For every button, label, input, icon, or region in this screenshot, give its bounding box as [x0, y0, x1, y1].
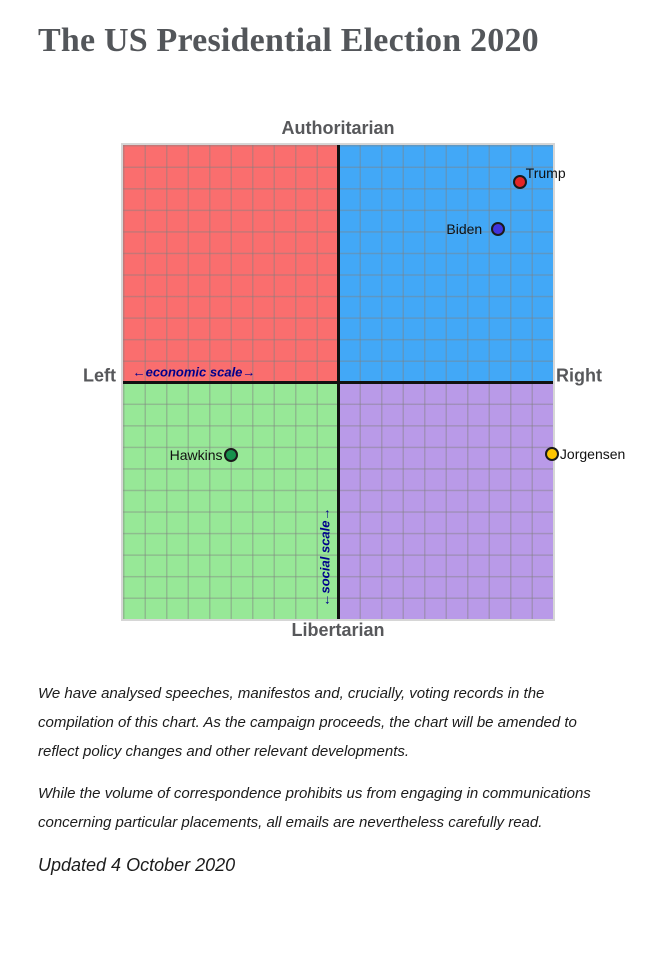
data-point-label-hawkins: Hawkins: [169, 447, 223, 464]
data-point-hawkins: [223, 448, 238, 463]
axis-label-left: Left: [83, 365, 116, 386]
axis-label-right: Right: [556, 365, 602, 386]
quadrant-libertarian-right: [338, 382, 553, 619]
axis-label-libertarian: Libertarian: [291, 620, 385, 640]
data-point-label-trump: Trump: [525, 164, 566, 181]
economic-scale-label: ←economic scale→: [132, 364, 256, 380]
analysis-paragraph-1: We have analysed speeches, manifestos an…: [38, 685, 577, 760]
plot-area: ←economic scale→ ←social scale→ Trump Bid…: [121, 143, 625, 621]
data-point-label-biden: Biden: [446, 221, 483, 238]
analysis-paragraph-2: While the volume of correspondence prohi…: [38, 785, 591, 831]
data-point-label-jorgensen: Jorgensen: [559, 446, 626, 463]
political-compass-chart: Authoritarian Left Right Libertarian ←ec…: [0, 112, 653, 652]
updated-date: Updated 4 October 2020: [38, 855, 236, 875]
axis-label-authoritarian: Authoritarian: [281, 118, 395, 138]
social-scale-label: ←social scale→: [317, 507, 333, 607]
page-title: The US Presidential Election 2020: [38, 22, 539, 59]
quadrant-libertarian-left: [123, 382, 338, 619]
quadrant-authoritarian-left: [123, 145, 338, 382]
data-point-trump: [512, 174, 527, 189]
data-point-biden: [491, 222, 506, 237]
data-point-jorgensen: [544, 447, 559, 462]
economic-axis-line: [123, 380, 553, 384]
